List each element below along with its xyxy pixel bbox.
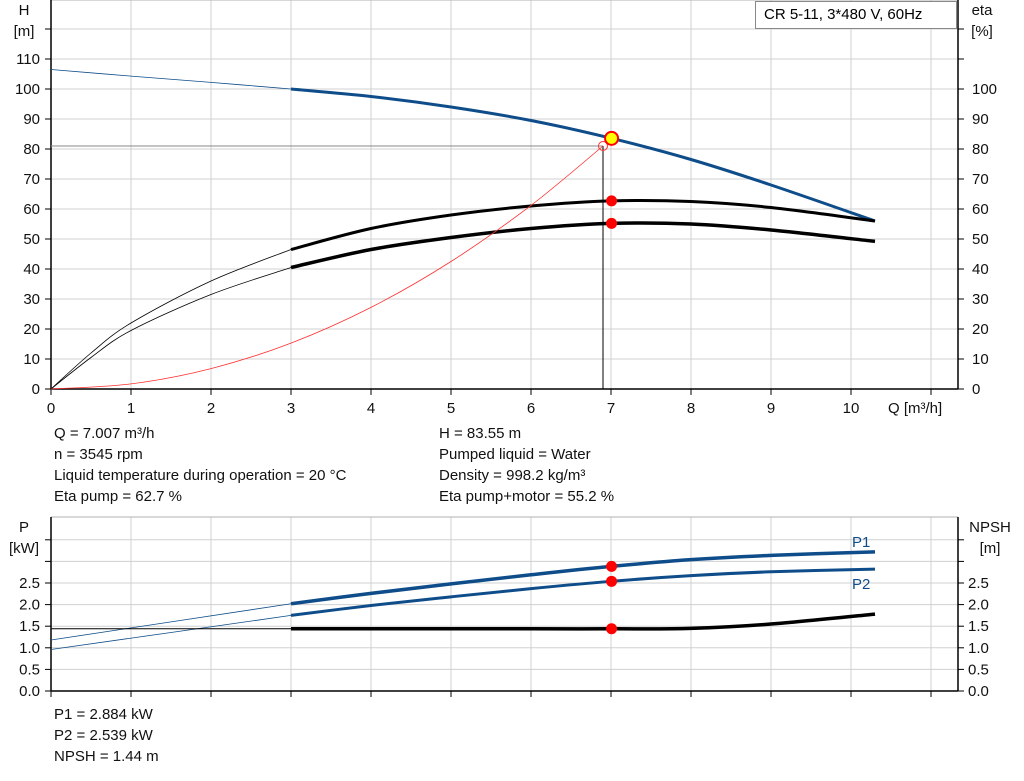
eta_total-curve [290, 221, 876, 270]
p1-point [606, 560, 618, 572]
eta_pump-curve [290, 198, 876, 251]
system-curve [50, 145, 604, 390]
y2-tick-label: 0.5 [968, 661, 989, 678]
eta-pump-point [606, 195, 618, 207]
y2-axis-label: NPSH [969, 519, 1011, 536]
y-tick-label: 80 [23, 141, 40, 158]
info-eta-pump: Eta pump = 62.7 % [54, 488, 182, 505]
y-tick-label: 0 [32, 381, 40, 398]
y-tick-label: 1.0 [19, 640, 40, 657]
x-tick-label: 5 [447, 400, 455, 417]
y-axis-unit: [m] [14, 23, 35, 40]
y2-axis-label: eta [972, 2, 994, 19]
y2-tick-label: 40 [972, 261, 989, 278]
x-tick-label: 10 [843, 400, 860, 417]
y-tick-label: 60 [23, 201, 40, 218]
y2-tick-label: 0.0 [968, 683, 989, 700]
y2-tick-label: 70 [972, 171, 989, 188]
y2-tick-label: 10 [972, 351, 989, 368]
npsh-point [606, 623, 618, 635]
info-bottom: P1 = 2.884 kW P2 = 2.539 kW NPSH = 1.44 … [54, 704, 159, 767]
required-duty-point [598, 141, 608, 151]
y-tick-label: 0.5 [19, 661, 40, 678]
info-eta-total: Eta pump+motor = 55.2 % [439, 488, 615, 505]
y2-tick-label: 80 [972, 141, 989, 158]
p2-point [606, 575, 618, 587]
x-tick-label: 9 [767, 400, 775, 417]
y-axis-label: P [19, 519, 29, 536]
info-temperature: Liquid temperature during operation = 20… [54, 467, 347, 484]
y2-tick-label: 60 [972, 201, 989, 218]
y-tick-label: 40 [23, 261, 40, 278]
y-tick-label: 20 [23, 321, 40, 338]
H-curve [290, 87, 876, 223]
x-tick-label: 3 [287, 400, 295, 417]
P2-curve-extrapolated [50, 615, 292, 650]
info-density: Density = 998.2 kg/m³ [439, 467, 586, 484]
P1-curve [290, 550, 876, 606]
y2-tick-label: 20 [972, 321, 989, 338]
eta_total-curve-extrapolated [50, 267, 292, 390]
y-tick-label: 10 [23, 351, 40, 368]
x-tick-label: 7 [607, 400, 615, 417]
y-tick-label: 50 [23, 231, 40, 248]
y2-tick-label: 1.5 [968, 618, 989, 635]
y-tick-label: 100 [15, 81, 40, 98]
info-p2: P2 = 2.539 kW [54, 727, 153, 744]
x-tick-label: 1 [127, 400, 135, 417]
y-tick-label: 0.0 [19, 683, 40, 700]
operating-point [604, 130, 620, 146]
info-liquid: Pumped liquid = Water [439, 446, 591, 463]
H-curve-extrapolated [50, 69, 292, 90]
y2-tick-label: 50 [972, 231, 989, 248]
info-npsh: NPSH = 1.44 m [54, 748, 159, 765]
y-tick-label: 110 [16, 51, 40, 68]
info-head: H = 83.55 m [439, 425, 522, 442]
pump-title-box: CR 5-11, 3*480 V, 60Hz [755, 1, 957, 29]
x-tick-label: 8 [687, 400, 695, 417]
y2-tick-label: 90 [972, 111, 989, 128]
y-tick-label: 90 [23, 111, 40, 128]
y-tick-label: 70 [23, 171, 40, 188]
eta-total-point [606, 217, 618, 229]
x-tick-label: 4 [367, 400, 375, 417]
y2-tick-label: 2.5 [968, 575, 989, 592]
y2-tick-label: 100 [972, 81, 997, 98]
y-axis-label: H [19, 2, 30, 19]
y2-axis-unit: [%] [971, 23, 993, 40]
eta_pump-curve-extrapolated [50, 249, 292, 390]
y-axis-unit: [kW] [9, 540, 39, 557]
x-axis-label: Q [m³/h] [888, 400, 942, 417]
x-tick-label: 0 [47, 400, 55, 417]
NPSH-curve [291, 612, 876, 631]
info-top-left: Q = 7.007 m³/h n = 3545 rpm Liquid tempe… [54, 423, 346, 507]
y2-tick-label: 1.0 [968, 640, 989, 657]
y2-tick-label: 0 [972, 381, 980, 398]
p2-series-label: P2 [852, 576, 870, 593]
x-tick-label: 2 [207, 400, 215, 417]
p1-series-label: P1 [852, 534, 870, 551]
x-tick-label: 6 [527, 400, 535, 417]
y-tick-label: 1.5 [19, 618, 40, 635]
y-tick-label: 2.5 [19, 575, 40, 592]
P2-curve [290, 567, 876, 617]
info-p1: P1 = 2.884 kW [54, 706, 153, 723]
y2-tick-label: 2.0 [968, 597, 989, 614]
info-flow: Q = 7.007 m³/h [54, 425, 155, 442]
y2-tick-label: 30 [972, 291, 989, 308]
info-speed: n = 3545 rpm [54, 446, 143, 463]
y2-axis-unit: [m] [980, 540, 1001, 557]
y-tick-label: 30 [23, 291, 40, 308]
info-top-right: H = 83.55 m Pumped liquid = Water Densit… [439, 423, 614, 507]
P1-curve-extrapolated [50, 603, 292, 641]
y-tick-label: 2.0 [19, 597, 40, 614]
